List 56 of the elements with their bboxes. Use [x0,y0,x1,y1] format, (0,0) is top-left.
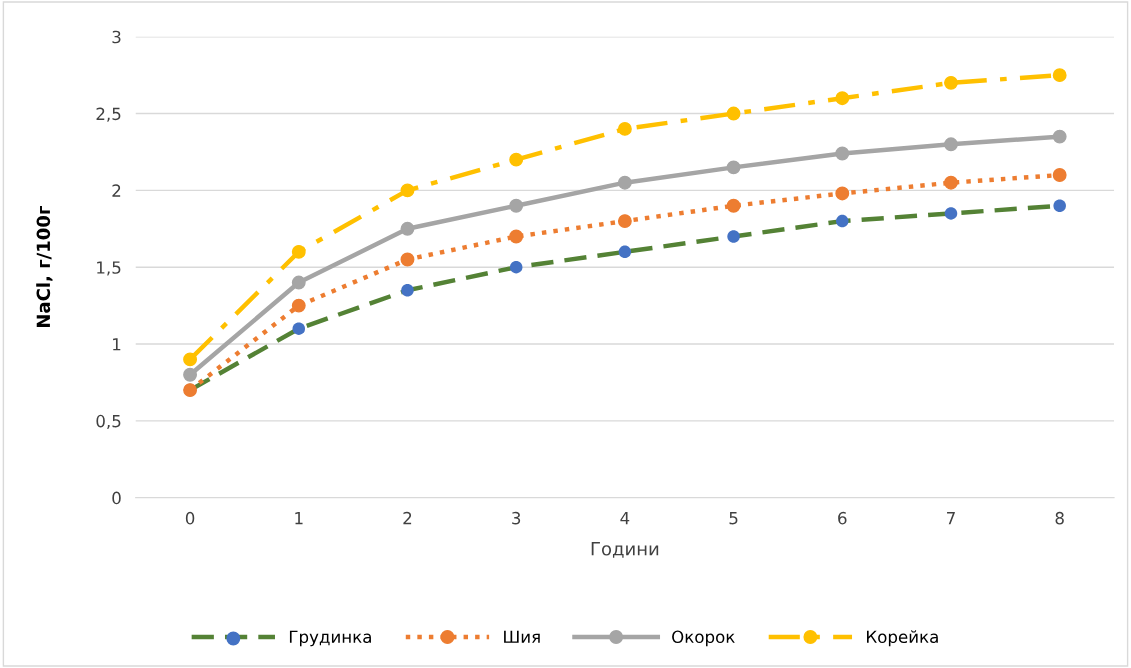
point [835,186,850,201]
x-tick-label: 7 [947,512,955,525]
point [292,322,306,335]
x-tick-label: 8 [1055,511,1064,525]
point [400,183,415,198]
point [401,284,414,297]
point [727,230,740,243]
legend-label: Грудинка [289,630,371,647]
point [509,198,524,213]
point [509,152,524,167]
x-tick-label: 3 [512,511,521,525]
point [1052,129,1067,144]
point [726,106,741,121]
x-tick-label: 4 [620,512,630,525]
point [291,275,306,290]
point [400,221,415,236]
point [291,244,306,259]
point [183,367,198,382]
y-tick-label: 2 [112,184,121,197]
x-tick-label: 6 [838,511,847,525]
y-tick-label: 1,5 [97,261,121,276]
point [183,352,198,367]
point [944,207,958,220]
legend-label: Корейка [867,630,938,647]
point [944,75,958,90]
x-axis-title: Години [591,542,659,558]
y-tick-label: 0,5 [96,414,121,430]
point [1052,168,1067,182]
x-tick-label: 0 [185,511,195,525]
x-tick-label: 1 [295,512,303,525]
y-tick-label: 0 [112,491,121,505]
y-tick-label: 3 [112,30,121,44]
legend-label: Окорок [672,630,735,647]
point [509,260,523,274]
point [509,229,524,244]
point [726,160,741,175]
point [835,91,850,106]
point [944,175,958,190]
legend-label: Шия [504,630,540,643]
point [617,121,632,136]
y-tick-label: 2,5 [96,107,121,122]
point [836,214,849,228]
y-tick-label: 1 [113,338,121,351]
point [617,175,632,190]
point [291,298,306,313]
y-axis-title: NaCl, г/100г [36,206,53,328]
point [1053,199,1066,212]
x-tick-label: 2 [403,511,412,525]
point [618,245,632,259]
point [617,214,632,229]
point [726,198,741,213]
point [835,146,850,161]
x-tick-label: 5 [729,512,738,525]
point [400,252,415,267]
point [944,137,958,152]
point [1052,68,1067,83]
